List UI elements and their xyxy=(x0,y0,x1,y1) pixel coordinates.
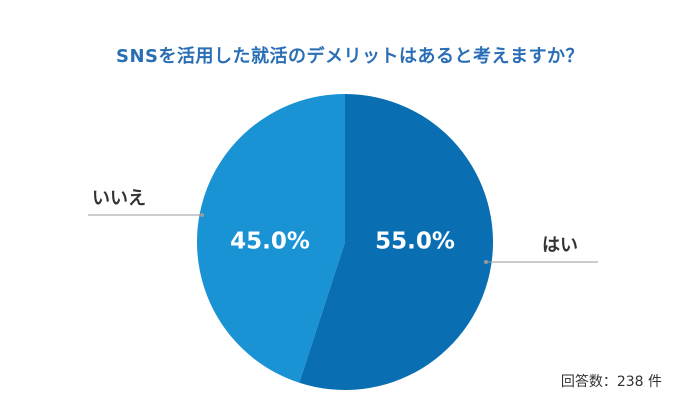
pie-slice-yes xyxy=(299,94,493,390)
chart-title: SNSを活用した就活のデメリットはあると考えますか？ xyxy=(116,46,584,67)
category-label: はい xyxy=(542,235,578,256)
pie-slice-no xyxy=(196,94,345,383)
pie-slices xyxy=(196,94,493,390)
slice-value-label: 55.0% xyxy=(375,229,455,255)
category-label: いいえ xyxy=(92,188,146,209)
pie-labels: 55.0% はい 45.0% いいえ xyxy=(88,188,598,264)
slice-value-label: 45.0% xyxy=(230,229,310,255)
sample-size-note: 回答数：238 件 xyxy=(560,374,662,390)
leader-dot xyxy=(484,260,488,264)
leader-dot xyxy=(200,213,204,217)
